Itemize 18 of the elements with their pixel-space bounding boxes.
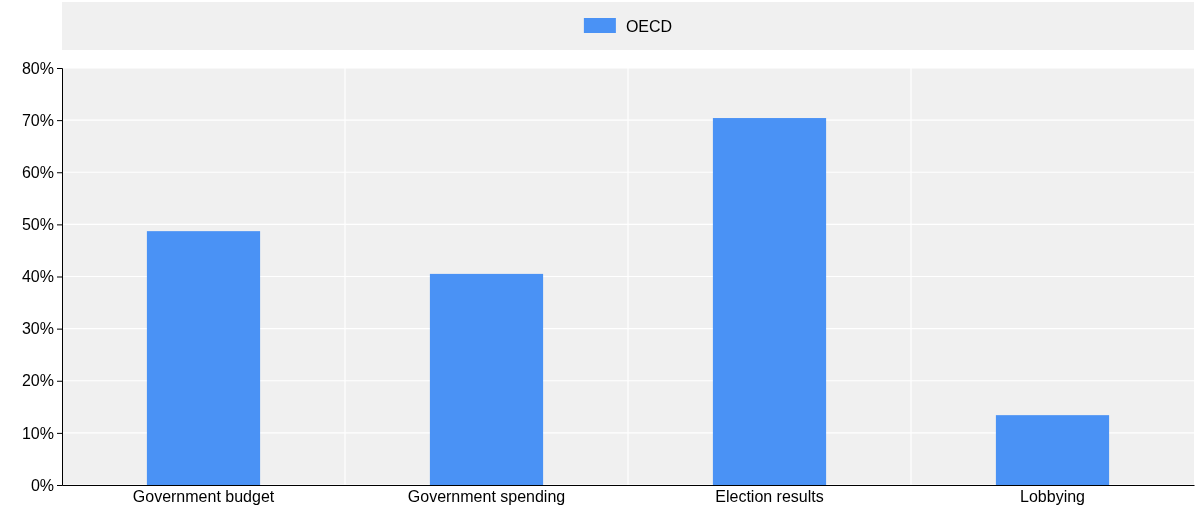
x-tick-label: Government budget [132, 488, 275, 506]
y-tick-label: 70% [21, 111, 54, 129]
bar [146, 231, 261, 485]
y-tick-label: 80% [21, 59, 54, 77]
y-tick-label: 20% [21, 372, 54, 390]
bar [995, 415, 1110, 485]
x-tick-label: Government spending [407, 488, 566, 506]
y-tick-label: 50% [21, 215, 54, 233]
y-tick-label: 10% [21, 424, 54, 442]
legend-label: OECD [625, 17, 673, 35]
x-tick-label: Election results [715, 488, 824, 506]
y-tick-label: 30% [21, 320, 54, 338]
bar [712, 118, 827, 485]
y-tick-label: 60% [21, 163, 54, 181]
y-tick-label: 0% [30, 476, 54, 494]
bar [429, 273, 544, 485]
y-tick-label: 40% [21, 268, 54, 286]
x-tick-label: Lobbying [1020, 488, 1085, 506]
